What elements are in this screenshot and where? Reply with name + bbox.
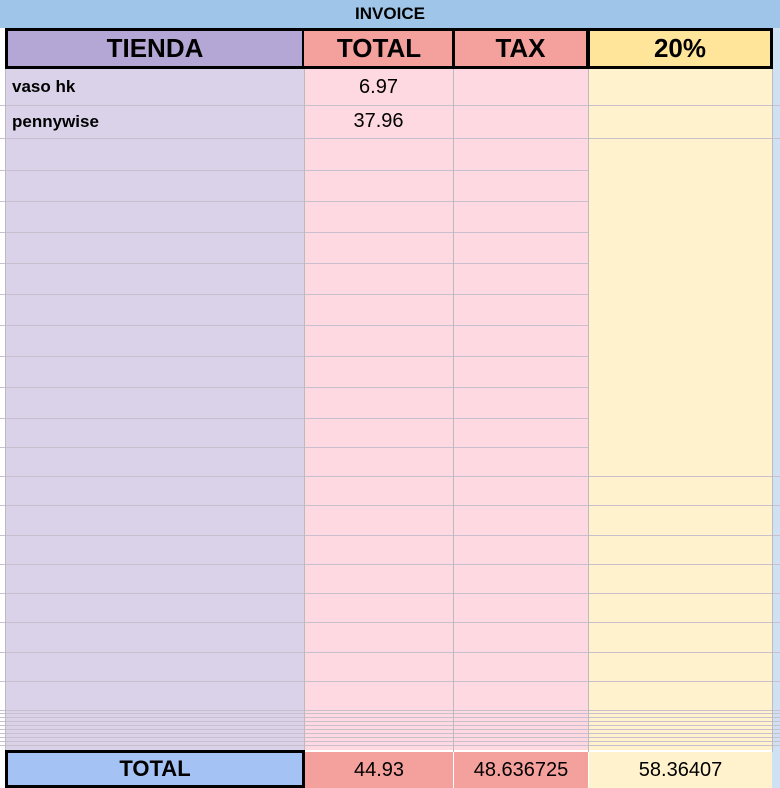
- row-line: [588, 725, 780, 726]
- column-line: [304, 68, 305, 752]
- row-line: [0, 138, 588, 139]
- row-line: [0, 201, 588, 202]
- row-line: [0, 447, 588, 448]
- row-line: [588, 505, 780, 506]
- row-line: [0, 535, 588, 536]
- row-line: [588, 681, 780, 682]
- row-line: [0, 725, 588, 726]
- column-bg: [304, 68, 588, 750]
- sheet-title: INVOICE: [0, 0, 780, 28]
- row-line: [0, 710, 588, 711]
- row-line: [0, 170, 588, 171]
- row-line: [0, 713, 588, 714]
- row-line: [0, 737, 588, 738]
- column-line: [588, 68, 589, 752]
- row-line: [0, 232, 588, 233]
- row-line: [0, 652, 588, 653]
- row-line: [588, 593, 780, 594]
- row-line: [0, 729, 588, 730]
- row-line: [588, 741, 780, 742]
- row-line: [0, 263, 588, 264]
- row-line: [0, 733, 588, 734]
- row-line: [588, 652, 780, 653]
- column-bg: [5, 68, 304, 750]
- row-line: [0, 564, 588, 565]
- row-line: [588, 713, 780, 714]
- row-name: vaso hk: [12, 77, 76, 96]
- row-line: [0, 105, 588, 106]
- row-line: [0, 721, 588, 722]
- row-line: [588, 737, 780, 738]
- row-line: [588, 733, 780, 734]
- row-line: [0, 505, 588, 506]
- column-bg: [772, 28, 780, 788]
- row-value: 6.97: [359, 75, 398, 98]
- row-line: [0, 593, 588, 594]
- footer-label: TOTAL: [5, 750, 305, 788]
- row-line: [588, 564, 780, 565]
- column-bg: [588, 68, 772, 750]
- header-cell: TOTAL: [304, 28, 454, 69]
- footer-value: 44.93: [305, 752, 453, 788]
- row-line: [588, 476, 780, 477]
- header-cell: 20%: [587, 28, 773, 69]
- row-value: 37.96: [353, 110, 404, 132]
- row-line: [0, 294, 588, 295]
- row-line: [0, 745, 588, 746]
- row-line: [588, 721, 780, 722]
- row-line: [0, 717, 588, 718]
- row-line: [588, 535, 780, 536]
- column-line: [453, 68, 454, 752]
- column-line: [5, 68, 6, 752]
- footer-value: 58.36407: [589, 752, 772, 788]
- row-line: [588, 622, 780, 623]
- footer-value: 48.636725: [454, 752, 588, 788]
- row-line: [588, 717, 780, 718]
- row-line: [0, 741, 588, 742]
- row-line: [588, 138, 780, 139]
- header-cell: TIENDA: [5, 28, 305, 69]
- row-line: [0, 325, 588, 326]
- row-line: [0, 387, 588, 388]
- row-line: [0, 356, 588, 357]
- row-line: [0, 418, 588, 419]
- row-line: [0, 622, 588, 623]
- row-line: [0, 681, 588, 682]
- row-line: [588, 729, 780, 730]
- row-line: [588, 105, 780, 106]
- row-name: pennywise: [12, 111, 99, 131]
- header-cell: TAX: [452, 28, 589, 69]
- row-line: [588, 710, 780, 711]
- column-line: [772, 68, 773, 752]
- row-line: [0, 476, 588, 477]
- row-line: [588, 745, 780, 746]
